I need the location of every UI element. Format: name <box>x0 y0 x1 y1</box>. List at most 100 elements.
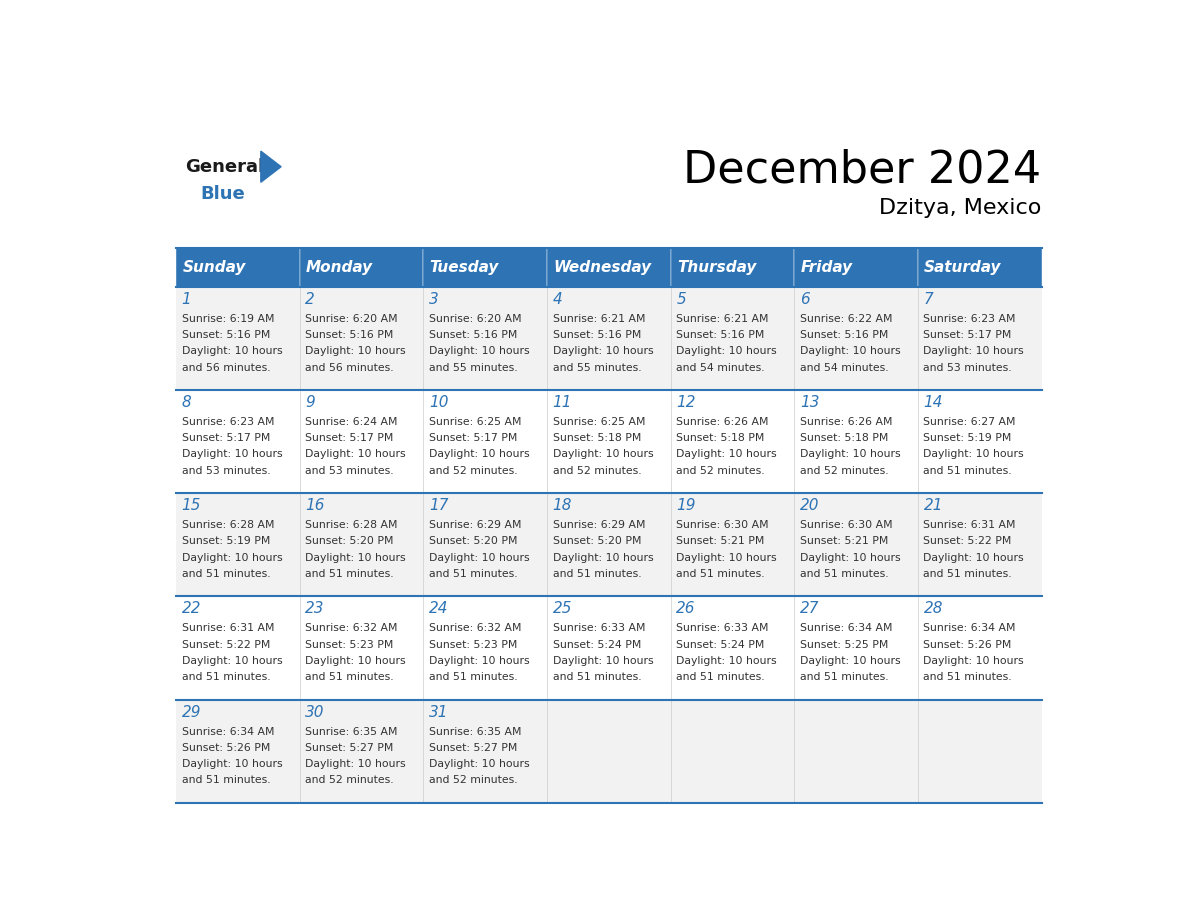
Text: Daylight: 10 hours: Daylight: 10 hours <box>800 553 901 563</box>
Text: 29: 29 <box>182 705 201 720</box>
Text: and 51 minutes.: and 51 minutes. <box>923 465 1012 476</box>
Text: 7: 7 <box>923 292 934 307</box>
Text: and 52 minutes.: and 52 minutes. <box>429 776 518 785</box>
Text: and 51 minutes.: and 51 minutes. <box>552 672 642 682</box>
Text: Sunrise: 6:21 AM: Sunrise: 6:21 AM <box>552 314 645 324</box>
Text: Daylight: 10 hours: Daylight: 10 hours <box>552 346 653 356</box>
Text: 10: 10 <box>429 395 448 410</box>
Text: and 51 minutes.: and 51 minutes. <box>923 672 1012 682</box>
Text: 4: 4 <box>552 292 562 307</box>
Text: Daylight: 10 hours: Daylight: 10 hours <box>552 655 653 666</box>
Text: Sunrise: 6:23 AM: Sunrise: 6:23 AM <box>923 314 1016 324</box>
Text: 18: 18 <box>552 498 573 513</box>
Text: Sunrise: 6:28 AM: Sunrise: 6:28 AM <box>182 521 274 530</box>
Text: Sunrise: 6:20 AM: Sunrise: 6:20 AM <box>429 314 522 324</box>
Text: Daylight: 10 hours: Daylight: 10 hours <box>676 346 777 356</box>
Text: and 51 minutes.: and 51 minutes. <box>182 672 271 682</box>
Text: 12: 12 <box>676 395 696 410</box>
Text: Daylight: 10 hours: Daylight: 10 hours <box>429 655 530 666</box>
Text: Sunrise: 6:23 AM: Sunrise: 6:23 AM <box>182 417 274 427</box>
Text: Sunset: 5:16 PM: Sunset: 5:16 PM <box>800 330 889 340</box>
Text: and 52 minutes.: and 52 minutes. <box>305 776 394 785</box>
Text: Daylight: 10 hours: Daylight: 10 hours <box>182 450 283 459</box>
Text: Daylight: 10 hours: Daylight: 10 hours <box>182 655 283 666</box>
Text: and 52 minutes.: and 52 minutes. <box>552 465 642 476</box>
Text: Dzitya, Mexico: Dzitya, Mexico <box>879 197 1042 218</box>
Text: Sunset: 5:16 PM: Sunset: 5:16 PM <box>676 330 765 340</box>
Text: Daylight: 10 hours: Daylight: 10 hours <box>305 450 406 459</box>
Text: Sunrise: 6:33 AM: Sunrise: 6:33 AM <box>552 623 645 633</box>
Text: 21: 21 <box>923 498 943 513</box>
Text: Daylight: 10 hours: Daylight: 10 hours <box>305 655 406 666</box>
Text: and 52 minutes.: and 52 minutes. <box>429 465 518 476</box>
Text: Tuesday: Tuesday <box>430 260 499 274</box>
Text: Sunset: 5:16 PM: Sunset: 5:16 PM <box>305 330 393 340</box>
Text: Sunrise: 6:24 AM: Sunrise: 6:24 AM <box>305 417 398 427</box>
Text: and 53 minutes.: and 53 minutes. <box>305 465 394 476</box>
Text: and 52 minutes.: and 52 minutes. <box>676 465 765 476</box>
Text: Sunrise: 6:34 AM: Sunrise: 6:34 AM <box>800 623 892 633</box>
Text: Sunset: 5:19 PM: Sunset: 5:19 PM <box>923 433 1012 443</box>
Text: Sunset: 5:21 PM: Sunset: 5:21 PM <box>800 536 889 546</box>
Text: Sunrise: 6:20 AM: Sunrise: 6:20 AM <box>305 314 398 324</box>
Text: and 54 minutes.: and 54 minutes. <box>676 363 765 373</box>
Text: Sunrise: 6:25 AM: Sunrise: 6:25 AM <box>429 417 522 427</box>
Text: Sunrise: 6:30 AM: Sunrise: 6:30 AM <box>676 521 769 530</box>
Bar <box>918 248 1042 286</box>
Text: Blue: Blue <box>200 185 245 203</box>
Text: and 51 minutes.: and 51 minutes. <box>800 672 889 682</box>
Bar <box>176 597 1042 700</box>
Text: 9: 9 <box>305 395 315 410</box>
Text: and 51 minutes.: and 51 minutes. <box>800 569 889 579</box>
Text: Thursday: Thursday <box>677 260 757 274</box>
Text: Sunrise: 6:19 AM: Sunrise: 6:19 AM <box>182 314 274 324</box>
Text: Sunset: 5:20 PM: Sunset: 5:20 PM <box>429 536 518 546</box>
Text: Sunrise: 6:29 AM: Sunrise: 6:29 AM <box>429 521 522 530</box>
Text: Sunrise: 6:28 AM: Sunrise: 6:28 AM <box>305 521 398 530</box>
Text: and 51 minutes.: and 51 minutes. <box>182 569 271 579</box>
Text: Sunset: 5:17 PM: Sunset: 5:17 PM <box>429 433 517 443</box>
Bar <box>176 286 1042 390</box>
Text: Daylight: 10 hours: Daylight: 10 hours <box>552 553 653 563</box>
Text: Sunrise: 6:34 AM: Sunrise: 6:34 AM <box>923 623 1016 633</box>
Text: 26: 26 <box>676 601 696 616</box>
Text: General: General <box>185 158 265 175</box>
Text: Sunset: 5:18 PM: Sunset: 5:18 PM <box>800 433 889 443</box>
Text: Monday: Monday <box>307 260 373 274</box>
Text: 14: 14 <box>923 395 943 410</box>
Text: Sunset: 5:27 PM: Sunset: 5:27 PM <box>429 743 517 753</box>
Text: 1: 1 <box>182 292 191 307</box>
Text: Daylight: 10 hours: Daylight: 10 hours <box>182 759 283 769</box>
Text: Sunrise: 6:25 AM: Sunrise: 6:25 AM <box>552 417 645 427</box>
Text: Sunset: 5:25 PM: Sunset: 5:25 PM <box>800 640 889 650</box>
Text: Saturday: Saturday <box>924 260 1001 274</box>
Text: 16: 16 <box>305 498 324 513</box>
Text: 22: 22 <box>182 601 201 616</box>
Text: 24: 24 <box>429 601 448 616</box>
Text: Sunrise: 6:32 AM: Sunrise: 6:32 AM <box>429 623 522 633</box>
Text: Sunset: 5:24 PM: Sunset: 5:24 PM <box>676 640 765 650</box>
Text: Sunset: 5:26 PM: Sunset: 5:26 PM <box>923 640 1012 650</box>
Text: and 52 minutes.: and 52 minutes. <box>800 465 889 476</box>
Text: Sunrise: 6:26 AM: Sunrise: 6:26 AM <box>800 417 892 427</box>
Text: Daylight: 10 hours: Daylight: 10 hours <box>182 346 283 356</box>
Bar <box>176 700 1042 803</box>
Text: Daylight: 10 hours: Daylight: 10 hours <box>305 346 406 356</box>
Text: Sunset: 5:22 PM: Sunset: 5:22 PM <box>182 640 270 650</box>
Text: and 53 minutes.: and 53 minutes. <box>923 363 1012 373</box>
Text: Daylight: 10 hours: Daylight: 10 hours <box>676 553 777 563</box>
Text: Daylight: 10 hours: Daylight: 10 hours <box>429 450 530 459</box>
Text: Sunset: 5:16 PM: Sunset: 5:16 PM <box>182 330 270 340</box>
Text: Daylight: 10 hours: Daylight: 10 hours <box>800 450 901 459</box>
Text: Sunrise: 6:32 AM: Sunrise: 6:32 AM <box>305 623 398 633</box>
Text: 30: 30 <box>305 705 324 720</box>
Text: Daylight: 10 hours: Daylight: 10 hours <box>429 346 530 356</box>
Text: 3: 3 <box>429 292 438 307</box>
Text: and 51 minutes.: and 51 minutes. <box>429 569 518 579</box>
Text: and 56 minutes.: and 56 minutes. <box>182 363 271 373</box>
Text: Sunrise: 6:31 AM: Sunrise: 6:31 AM <box>182 623 274 633</box>
Text: and 51 minutes.: and 51 minutes. <box>676 569 765 579</box>
Text: Daylight: 10 hours: Daylight: 10 hours <box>305 759 406 769</box>
Text: 20: 20 <box>800 498 820 513</box>
Text: and 53 minutes.: and 53 minutes. <box>182 465 271 476</box>
